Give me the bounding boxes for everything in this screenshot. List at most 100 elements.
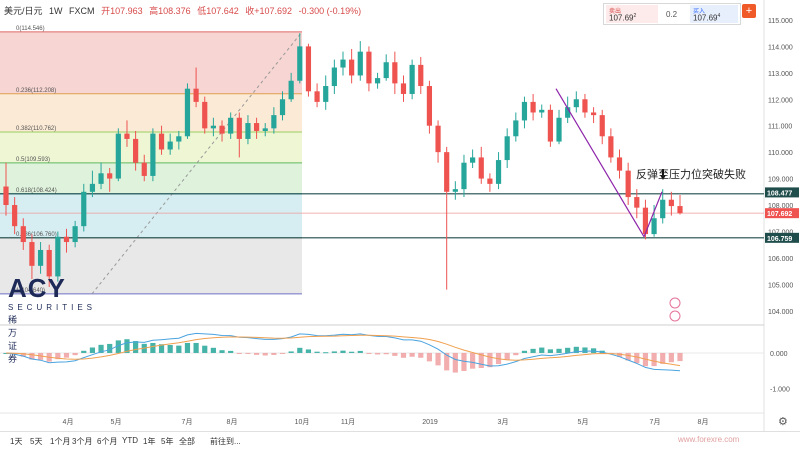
macd-histogram-bar	[150, 342, 156, 353]
candle-body	[323, 86, 329, 102]
candle-body	[642, 207, 649, 235]
candle-body	[3, 186, 9, 206]
price-tick: 108.000	[768, 203, 793, 210]
fib-label: 0.236(112.208)	[16, 88, 56, 94]
candle-body	[426, 86, 433, 126]
add-button[interactable]: +	[742, 4, 756, 18]
candle-body	[202, 101, 208, 129]
macd-histogram-bar	[513, 352, 519, 356]
price-tick: 115.000	[768, 18, 793, 25]
macd-histogram-bar	[426, 352, 433, 362]
symbol-label[interactable]: 美元/日元	[4, 6, 43, 16]
candle-body	[12, 205, 18, 227]
bottom-toolbar: 1天 5天 1个月 3个月 6个月 YTD 1年 5年 全部 前往到...	[0, 431, 800, 451]
source-label: FXCM	[69, 6, 95, 16]
candle-body	[444, 152, 450, 192]
interval-label[interactable]: 1W	[49, 6, 63, 16]
fib-trend-line	[91, 31, 303, 295]
time-tick: 5月	[578, 418, 589, 426]
chart-header: 美元/日元 1W FXCM 开107.963 高108.376 低107.642…	[4, 4, 365, 17]
candle-body	[193, 88, 199, 102]
timeframe-5d[interactable]: 5天	[30, 437, 43, 446]
macd-histogram-bar	[357, 350, 363, 353]
timeframe-5y[interactable]: 5年	[161, 437, 174, 446]
candle-body	[470, 157, 476, 163]
candle-body	[167, 141, 173, 150]
candle-body	[383, 62, 389, 79]
candle-body	[89, 183, 96, 192]
candle-body	[547, 109, 553, 142]
goto-date-button[interactable]: 前往到...	[210, 437, 241, 446]
time-tick: 5月	[111, 418, 122, 426]
annotation-text[interactable]: 反弹至压力位突破失败	[636, 169, 746, 181]
buy-button[interactable]: 买入 107.694	[690, 5, 738, 23]
macd-histogram-bar	[349, 351, 355, 353]
macd-histogram-bar	[547, 349, 553, 353]
macd-histogram-bar	[20, 352, 26, 357]
macd-histogram-bar	[409, 352, 415, 357]
candle-body	[556, 117, 562, 142]
macd-histogram-bar	[176, 345, 182, 353]
timeframe-6m[interactable]: 6个月	[97, 437, 118, 446]
candle-body	[677, 206, 683, 214]
macd-histogram-bar	[158, 344, 165, 353]
macd-histogram-bar	[63, 352, 70, 358]
price-tag-label: 107.692	[767, 211, 792, 218]
macd-histogram-bar	[253, 352, 260, 355]
buy-label: 买入	[693, 9, 706, 15]
macd-histogram-bar	[521, 350, 528, 353]
time-tick: 7月	[182, 418, 193, 426]
time-tick: 2019	[422, 419, 438, 426]
macd-histogram-bar	[573, 346, 579, 353]
macd-histogram-bar	[418, 352, 424, 358]
price-tick: 105.000	[768, 282, 793, 289]
macd-histogram-bar	[340, 350, 346, 353]
candle-body	[608, 136, 614, 158]
price-tag-label: 106.759	[767, 236, 792, 243]
macd-histogram-bar	[651, 352, 657, 367]
timeframe-1m[interactable]: 1个月	[50, 437, 71, 446]
timeframe-3m[interactable]: 3个月	[72, 437, 93, 446]
time-tick: 8月	[227, 418, 238, 426]
gear-icon[interactable]: ⚙	[778, 416, 788, 428]
fib-zone	[0, 31, 302, 94]
candle-body	[29, 242, 35, 266]
candle-body	[478, 157, 484, 179]
macd-histogram-bar	[677, 352, 683, 362]
fib-zone	[0, 193, 302, 238]
timeframe-all[interactable]: 全部	[179, 437, 195, 446]
spread-value: 0.2	[666, 10, 678, 19]
candle-body	[565, 107, 571, 118]
candle-body	[616, 157, 623, 171]
candle-body	[435, 125, 441, 153]
candle-body	[228, 117, 234, 134]
macd-histogram-bar	[323, 352, 329, 354]
candle-body	[63, 236, 70, 243]
candle-body	[374, 78, 381, 84]
macd-histogram-bar	[668, 352, 674, 363]
sell-button[interactable]: 卖出 107.692	[606, 5, 658, 23]
timeframe-ytd[interactable]: YTD	[122, 436, 138, 445]
price-tag	[765, 208, 799, 219]
macd-line	[5, 332, 681, 372]
macd-histogram-bar	[72, 352, 78, 356]
price-tick: 106.000	[768, 256, 793, 263]
macd-histogram-bar	[582, 347, 588, 353]
macd-histogram-bar	[219, 350, 225, 353]
price-tag	[765, 187, 799, 198]
candle-body	[625, 170, 631, 198]
timeframe-1d[interactable]: 1天	[10, 437, 23, 446]
macd-histogram-bar	[228, 350, 234, 353]
event-marker-icon	[669, 310, 681, 322]
candle-body	[115, 133, 121, 179]
candle-body	[288, 80, 294, 100]
change-value: -0.300 (-0.19%)	[298, 6, 362, 16]
trade-box: 卖出 107.692 0.2 买入 107.694	[603, 3, 741, 25]
fib-label: 0(114.546)	[16, 26, 45, 32]
time-tick: 10月	[295, 418, 310, 426]
candle-body	[72, 226, 78, 243]
macd-tick: -1.000	[770, 387, 790, 394]
timeframe-1y[interactable]: 1年	[143, 437, 156, 446]
fib-label: 0.5(109.593)	[16, 157, 50, 163]
